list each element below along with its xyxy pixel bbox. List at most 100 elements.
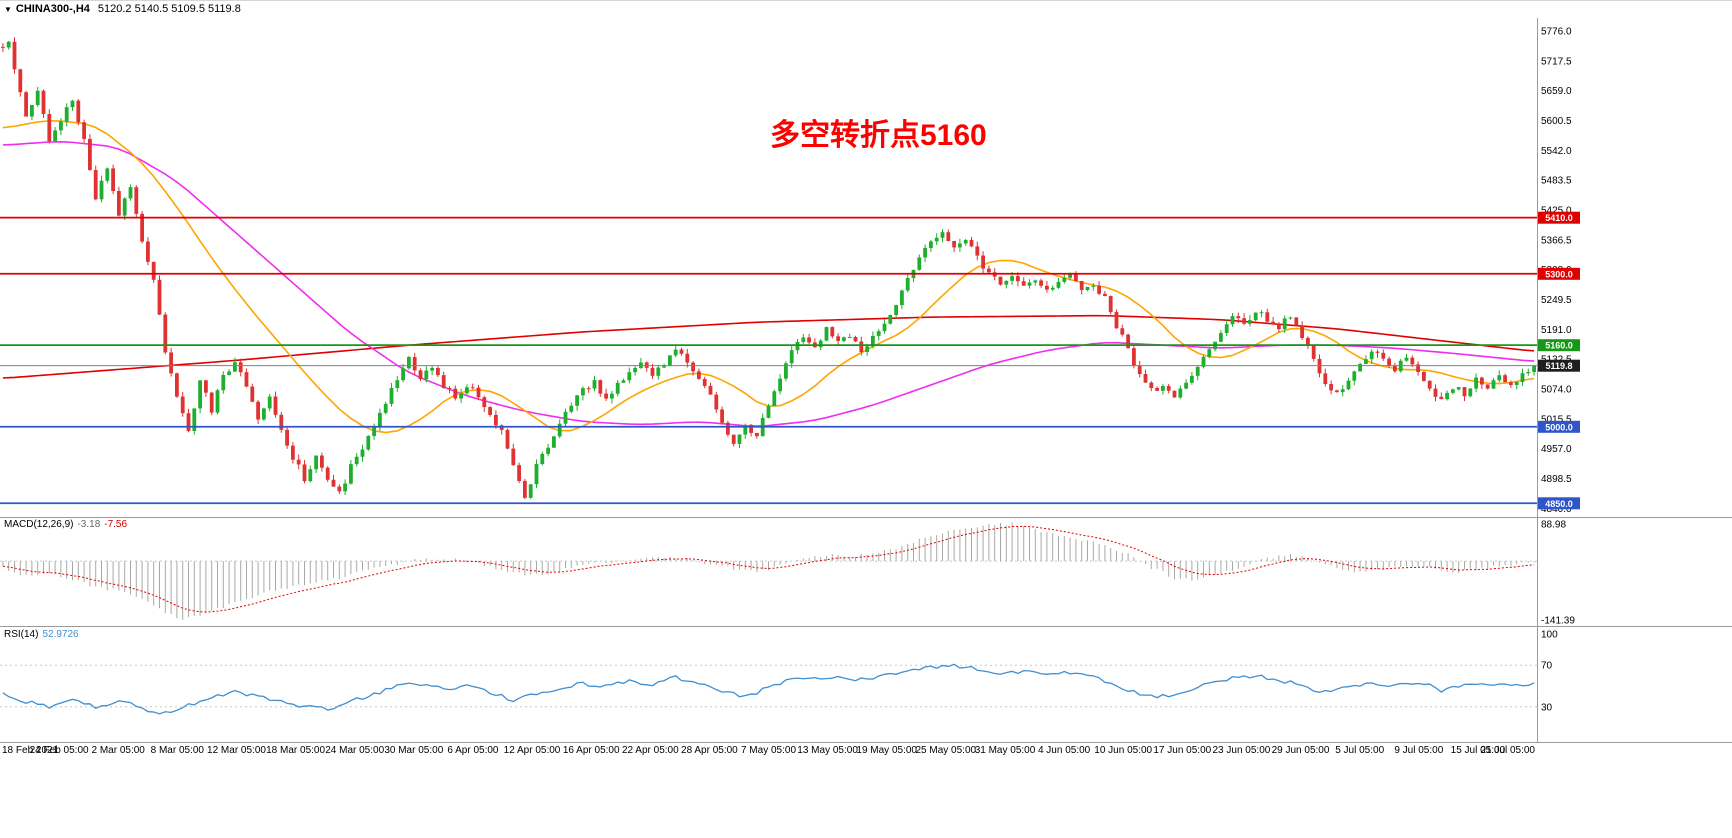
candle xyxy=(958,243,962,248)
symbol-header: ▼ CHINA300-,H4 5120.2 5140.5 5109.5 5119.8 xyxy=(4,3,241,15)
candle xyxy=(726,422,730,435)
candle xyxy=(244,372,249,387)
price-tags: 5410.0 5300.0 5160.0 5119.8 5000.0 4850.0 xyxy=(1538,211,1580,510)
candle xyxy=(523,480,527,498)
svg-text:5300.0: 5300.0 xyxy=(1545,269,1573,279)
candle xyxy=(1323,373,1328,385)
candle xyxy=(41,90,46,114)
macd-value-signal: -7.56 xyxy=(104,519,128,530)
price-axis-label: 5600.5 xyxy=(1541,116,1572,127)
candle xyxy=(407,357,411,369)
candle xyxy=(691,362,695,372)
symbol-title: CHINA300-,H4 xyxy=(15,3,90,15)
candle xyxy=(1509,382,1513,385)
candle xyxy=(1033,280,1038,283)
candle xyxy=(134,187,139,214)
candle xyxy=(923,247,927,258)
candle xyxy=(209,392,214,413)
candle xyxy=(238,362,243,373)
rsi-axis-label: 30 xyxy=(1541,702,1553,713)
candle xyxy=(1039,280,1043,286)
chevron-down-icon[interactable]: ▼ xyxy=(4,5,12,14)
rsi-indicator-label: RSI(14) 52.9726 xyxy=(4,629,79,640)
candle xyxy=(1166,386,1171,391)
candle xyxy=(1050,287,1055,290)
candle xyxy=(30,105,34,117)
price-tag xyxy=(1538,420,1580,433)
time-axis-label: 21 Jul 05:00 xyxy=(1481,745,1536,756)
candle xyxy=(1097,285,1101,294)
rsi-panel: 100 70 30 xyxy=(0,630,1558,715)
candle xyxy=(714,394,719,410)
price-axis-label: 4898.5 xyxy=(1541,474,1572,485)
candle xyxy=(1311,345,1316,359)
candle xyxy=(1271,321,1275,325)
candle xyxy=(1526,371,1531,374)
candle xyxy=(540,453,545,464)
candle xyxy=(1010,276,1014,281)
candle xyxy=(528,484,533,498)
candle xyxy=(279,414,284,430)
candle xyxy=(894,305,898,315)
price-tag xyxy=(1538,211,1580,224)
candle xyxy=(772,391,777,407)
time-axis-label: 17 Jun 05:00 xyxy=(1153,745,1211,756)
candle xyxy=(610,393,614,399)
candle xyxy=(702,378,707,386)
candle xyxy=(250,386,255,402)
candle xyxy=(1062,277,1067,282)
svg-text:5410.0: 5410.0 xyxy=(1545,213,1573,223)
candle xyxy=(1277,324,1281,330)
candle xyxy=(1161,386,1165,391)
candle xyxy=(708,385,713,395)
candle xyxy=(511,448,516,466)
candle xyxy=(12,41,17,70)
candle xyxy=(1149,382,1154,389)
candle xyxy=(1224,324,1229,333)
candle xyxy=(627,372,632,381)
price-axis-label: 4957.0 xyxy=(1541,444,1572,455)
candle xyxy=(1485,384,1490,389)
candle xyxy=(1300,325,1304,338)
candle xyxy=(662,365,666,368)
candle xyxy=(807,337,811,343)
candle xyxy=(1433,388,1438,397)
time-axis-label: 30 Mar 05:00 xyxy=(384,745,443,756)
candle xyxy=(592,380,597,389)
candle xyxy=(343,483,347,492)
candle xyxy=(1016,276,1020,282)
candle xyxy=(673,349,678,356)
candle xyxy=(1404,357,1409,361)
candle xyxy=(784,363,788,379)
candle xyxy=(1021,281,1026,286)
candle xyxy=(836,336,840,341)
candle xyxy=(70,100,75,108)
candles[interactable] xyxy=(1,37,1536,500)
moving-averages xyxy=(2,120,1535,434)
time-axis-label: 7 May 05:00 xyxy=(741,745,796,756)
candle xyxy=(1201,356,1206,367)
candle xyxy=(697,371,701,379)
candle xyxy=(99,180,104,200)
candle xyxy=(1195,366,1200,376)
candle xyxy=(494,414,498,426)
candle xyxy=(140,213,144,242)
candle xyxy=(853,337,858,342)
candle xyxy=(917,257,922,270)
candle xyxy=(586,388,591,390)
candle xyxy=(1503,375,1507,383)
candle xyxy=(1143,374,1148,383)
candle xyxy=(482,397,487,408)
candle xyxy=(1340,389,1345,393)
candle xyxy=(372,426,376,437)
candle xyxy=(604,393,608,399)
candle xyxy=(679,349,684,354)
candle xyxy=(749,424,753,433)
time-axis-label: 18 Feb 2021 xyxy=(2,745,59,756)
candle xyxy=(1410,357,1415,365)
candle xyxy=(1352,371,1357,381)
candle xyxy=(488,407,492,415)
candle xyxy=(929,241,933,248)
candle xyxy=(557,423,562,437)
